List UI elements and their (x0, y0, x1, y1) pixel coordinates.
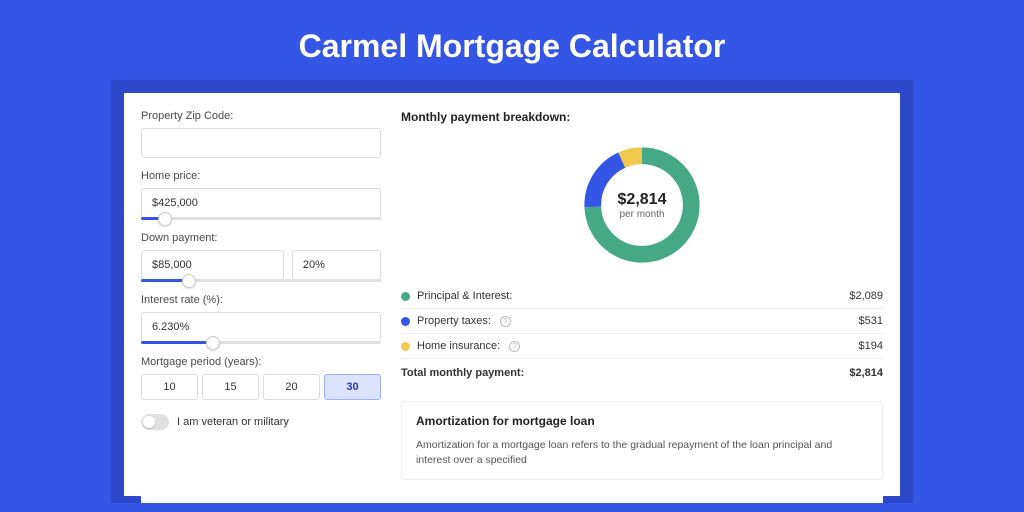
home-price-slider[interactable] (141, 217, 381, 220)
total-amount: $2,814 (803, 359, 883, 386)
slider-thumb[interactable] (182, 274, 196, 288)
donut-wrap: $2,814 per month (401, 136, 883, 284)
zip-input[interactable] (141, 128, 381, 158)
period-button-20[interactable]: 20 (263, 374, 320, 400)
amortization-title: Amortization for mortgage loan (416, 414, 868, 428)
legend-dot (401, 317, 410, 326)
amortization-text: Amortization for a mortgage loan refers … (416, 438, 868, 467)
breakdown-title: Monthly payment breakdown: (401, 110, 883, 124)
info-icon[interactable]: ? (509, 341, 520, 352)
down-payment-label: Down payment: (141, 232, 381, 244)
down-payment-percent-input[interactable] (292, 250, 381, 280)
interest-rate-slider[interactable] (141, 341, 381, 344)
down-payment-field: Down payment: (141, 232, 381, 282)
total-label: Total monthly payment: (401, 359, 803, 386)
results-column: Monthly payment breakdown: $2,814 per mo… (401, 110, 883, 503)
legend-label: Principal & Interest: (417, 290, 512, 302)
donut-center-value: $2,814 (618, 191, 667, 209)
inputs-column: Property Zip Code: Home price: Down paym… (141, 110, 381, 503)
interest-rate-field: Interest rate (%): (141, 294, 381, 344)
calculator-panel: Property Zip Code: Home price: Down paym… (117, 83, 907, 503)
legend-dot (401, 292, 410, 301)
veteran-label: I am veteran or military (177, 416, 289, 428)
mortgage-period-label: Mortgage period (years): (141, 356, 381, 368)
legend-label: Property taxes: (417, 315, 491, 327)
period-button-10[interactable]: 10 (141, 374, 198, 400)
donut-center-sub: per month (619, 209, 664, 220)
legend-row: Principal & Interest: $2,089 (401, 284, 883, 309)
legend-dot (401, 342, 410, 351)
legend-amount: $531 (803, 309, 883, 334)
legend-amount: $194 (803, 334, 883, 359)
mortgage-period-field: Mortgage period (years): 10152030 (141, 356, 381, 400)
veteran-toggle[interactable] (141, 414, 169, 430)
breakdown-legend: Principal & Interest:$2,089Property taxe… (401, 284, 883, 385)
zip-field: Property Zip Code: (141, 110, 381, 158)
period-button-15[interactable]: 15 (202, 374, 259, 400)
veteran-row: I am veteran or military (141, 414, 381, 430)
legend-row: Home insurance:? $194 (401, 334, 883, 359)
down-payment-slider[interactable] (141, 279, 381, 282)
home-price-field: Home price: (141, 170, 381, 220)
zip-label: Property Zip Code: (141, 110, 381, 122)
period-buttons-group: 10152030 (141, 374, 381, 400)
slider-thumb[interactable] (158, 212, 172, 226)
page-title: Carmel Mortgage Calculator (0, 0, 1024, 83)
legend-amount: $2,089 (803, 284, 883, 309)
amortization-block: Amortization for mortgage loan Amortizat… (401, 401, 883, 480)
legend-label: Home insurance: (417, 340, 500, 352)
slider-thumb[interactable] (206, 336, 220, 350)
interest-rate-input[interactable] (141, 312, 381, 342)
info-icon[interactable]: ? (500, 316, 511, 327)
period-button-30[interactable]: 30 (324, 374, 381, 400)
payment-donut: $2,814 per month (577, 140, 707, 270)
home-price-input[interactable] (141, 188, 381, 218)
home-price-label: Home price: (141, 170, 381, 182)
down-payment-amount-input[interactable] (141, 250, 284, 280)
legend-row: Property taxes:? $531 (401, 309, 883, 334)
legend-total-row: Total monthly payment:$2,814 (401, 359, 883, 386)
interest-rate-label: Interest rate (%): (141, 294, 381, 306)
